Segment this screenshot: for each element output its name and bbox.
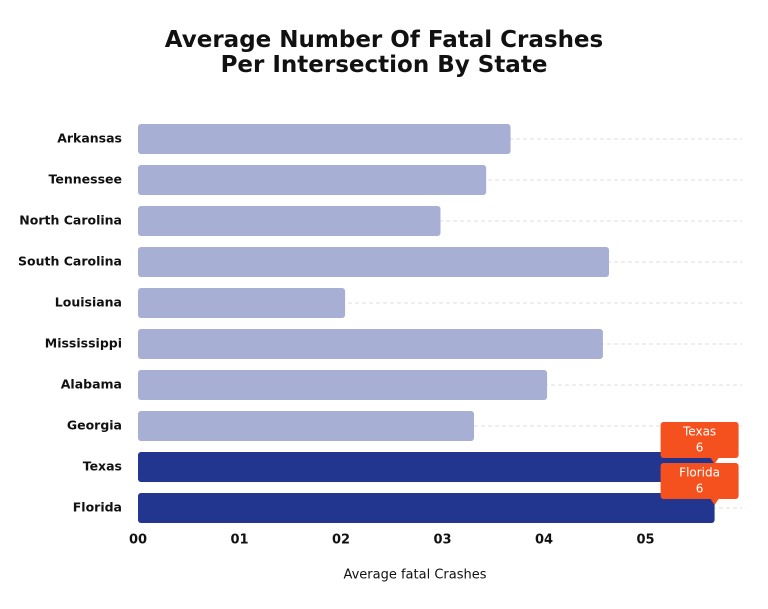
y-tick-label: Arkansas	[57, 131, 122, 146]
callout-name: Florida	[679, 466, 720, 480]
value-label: 6	[696, 441, 704, 455]
callout-pointer	[710, 499, 719, 505]
x-tick-label: 04	[535, 533, 553, 548]
x-tick-label: 05	[637, 533, 655, 548]
x-tick-label: 02	[332, 533, 350, 548]
callout-box	[660, 463, 739, 499]
y-tick-label: Florida	[73, 500, 122, 515]
x-tick-label: 03	[433, 533, 451, 548]
bar	[138, 206, 441, 236]
bar	[138, 329, 603, 359]
x-tick-label: 01	[230, 533, 248, 548]
y-tick-label: Georgia	[67, 418, 122, 433]
y-tick-label: Alabama	[61, 377, 122, 392]
chart-title: Average Number Of Fatal Crashes Per Inter…	[165, 27, 603, 78]
bar	[138, 493, 715, 523]
x-tick-label: 00	[129, 533, 147, 548]
callout-box	[660, 422, 739, 458]
x-axis-label: Average fatal Crashes	[343, 568, 486, 583]
value-label: 6	[696, 482, 704, 496]
y-tick-label: Tennessee	[49, 172, 122, 187]
y-tick-label: North Carolina	[19, 213, 122, 228]
bar	[138, 452, 715, 482]
y-tick-label: Louisiana	[55, 295, 122, 310]
y-tick-label: South Carolina	[18, 254, 122, 269]
callout-name: Texas	[682, 425, 716, 439]
bar	[138, 124, 511, 154]
callout-pointer	[710, 458, 719, 464]
bar	[138, 165, 487, 195]
y-tick-label: Mississippi	[45, 336, 122, 351]
bar	[138, 288, 346, 318]
value-callout: Texas 6	[660, 422, 739, 464]
value-callout: Florida 6	[660, 463, 739, 505]
bar	[138, 247, 610, 277]
bar	[138, 370, 548, 400]
y-tick-label: Texas	[83, 459, 122, 474]
bar	[138, 411, 475, 441]
